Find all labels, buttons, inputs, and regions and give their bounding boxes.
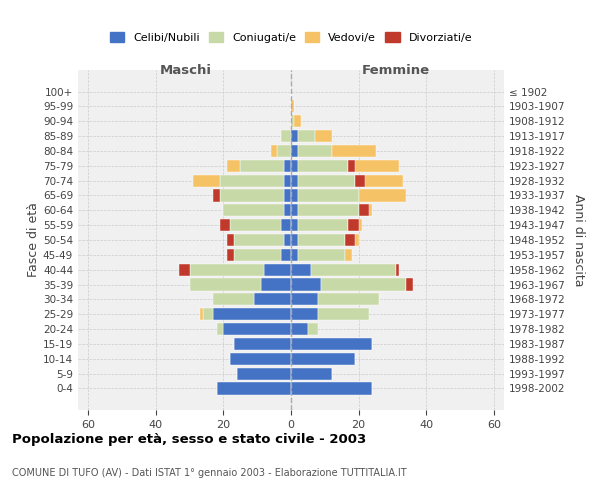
Bar bbox=[281, 249, 291, 261]
Text: COMUNE DI TUFO (AV) - Dati ISTAT 1° gennaio 2003 - Elaborazione TUTTITALIA.IT: COMUNE DI TUFO (AV) - Dati ISTAT 1° genn… bbox=[12, 468, 407, 478]
Bar bbox=[291, 352, 355, 365]
Bar bbox=[291, 264, 311, 276]
Bar bbox=[298, 249, 345, 261]
Bar bbox=[298, 234, 345, 246]
Bar bbox=[291, 278, 322, 290]
Y-axis label: Anni di nascita: Anni di nascita bbox=[572, 194, 585, 286]
Bar bbox=[217, 382, 291, 394]
Bar bbox=[233, 249, 281, 261]
Bar bbox=[406, 278, 409, 290]
Bar bbox=[260, 278, 291, 290]
Bar bbox=[345, 234, 355, 246]
Bar bbox=[298, 145, 332, 157]
Bar bbox=[318, 294, 379, 306]
Bar bbox=[281, 130, 291, 142]
Bar bbox=[220, 190, 284, 202]
Bar bbox=[213, 294, 254, 306]
Bar bbox=[264, 264, 291, 276]
Bar bbox=[227, 249, 233, 261]
Bar bbox=[203, 308, 213, 320]
Bar bbox=[396, 264, 399, 276]
Bar bbox=[281, 219, 291, 231]
Bar bbox=[311, 264, 396, 276]
Bar bbox=[190, 278, 260, 290]
Bar bbox=[291, 130, 298, 142]
Text: Popolazione per età, sesso e stato civile - 2003: Popolazione per età, sesso e stato civil… bbox=[12, 432, 366, 446]
Bar bbox=[223, 323, 291, 335]
Bar bbox=[298, 204, 359, 216]
Bar bbox=[322, 278, 406, 290]
Y-axis label: Fasce di età: Fasce di età bbox=[27, 202, 40, 278]
Bar bbox=[298, 219, 349, 231]
Bar bbox=[179, 264, 190, 276]
Bar bbox=[355, 174, 403, 186]
Bar bbox=[291, 219, 298, 231]
Bar bbox=[359, 190, 406, 202]
Bar bbox=[291, 368, 332, 380]
Bar bbox=[291, 338, 372, 350]
Bar bbox=[213, 308, 291, 320]
Text: Femmine: Femmine bbox=[362, 64, 430, 76]
Bar bbox=[349, 219, 362, 231]
Bar bbox=[314, 130, 332, 142]
Bar bbox=[291, 234, 298, 246]
Bar bbox=[190, 264, 264, 276]
Text: Maschi: Maschi bbox=[160, 64, 212, 76]
Bar bbox=[291, 249, 298, 261]
Bar bbox=[349, 219, 359, 231]
Bar bbox=[291, 174, 298, 186]
Bar bbox=[291, 382, 372, 394]
Bar bbox=[284, 174, 291, 186]
Bar bbox=[284, 160, 291, 172]
Bar bbox=[233, 234, 284, 246]
Bar bbox=[291, 190, 298, 202]
Bar bbox=[291, 294, 318, 306]
Bar bbox=[349, 160, 399, 172]
Bar bbox=[277, 145, 291, 157]
Bar bbox=[284, 234, 291, 246]
Bar bbox=[217, 323, 223, 335]
Bar bbox=[193, 174, 220, 186]
Bar bbox=[298, 160, 349, 172]
Bar bbox=[359, 204, 372, 216]
Bar bbox=[220, 174, 284, 186]
Bar bbox=[291, 323, 308, 335]
Bar bbox=[359, 204, 369, 216]
Bar bbox=[298, 190, 359, 202]
Bar bbox=[295, 115, 301, 128]
Bar bbox=[227, 234, 233, 246]
Bar bbox=[230, 219, 281, 231]
Bar bbox=[213, 190, 220, 202]
Bar bbox=[332, 145, 376, 157]
Bar bbox=[284, 190, 291, 202]
Bar bbox=[223, 204, 284, 216]
Bar bbox=[345, 234, 359, 246]
Bar bbox=[284, 204, 291, 216]
Bar bbox=[298, 174, 355, 186]
Bar bbox=[406, 278, 413, 290]
Bar bbox=[291, 145, 298, 157]
Bar bbox=[318, 308, 369, 320]
Bar bbox=[200, 308, 203, 320]
Bar bbox=[308, 323, 318, 335]
Legend: Celibi/Nubili, Coniugati/e, Vedovi/e, Divorziati/e: Celibi/Nubili, Coniugati/e, Vedovi/e, Di… bbox=[106, 28, 476, 48]
Bar bbox=[233, 338, 291, 350]
Bar bbox=[291, 100, 295, 112]
Bar bbox=[240, 160, 284, 172]
Bar bbox=[220, 219, 230, 231]
Bar bbox=[345, 249, 352, 261]
Bar bbox=[254, 294, 291, 306]
Bar bbox=[227, 160, 240, 172]
Bar bbox=[291, 115, 295, 128]
Bar bbox=[230, 352, 291, 365]
Bar bbox=[298, 130, 314, 142]
Bar bbox=[291, 160, 298, 172]
Bar bbox=[291, 204, 298, 216]
Bar bbox=[349, 160, 355, 172]
Bar bbox=[291, 308, 318, 320]
Bar bbox=[355, 174, 365, 186]
Bar bbox=[237, 368, 291, 380]
Bar bbox=[271, 145, 277, 157]
